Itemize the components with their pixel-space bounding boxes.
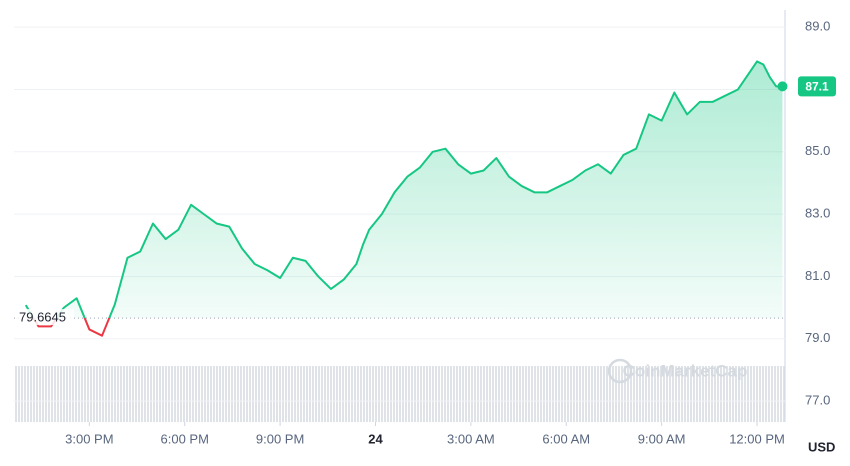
x-tick-label: 6:00 AM [542, 431, 590, 446]
y-tick-label: 77.0 [805, 393, 830, 408]
currency-label: USD [808, 439, 835, 454]
last-point [777, 81, 788, 92]
x-tick-label: 24 [368, 431, 383, 446]
x-tick-label: 3:00 AM [447, 431, 495, 446]
y-tick-label: 81.0 [805, 268, 830, 283]
price-tag [798, 76, 836, 97]
y-tick-label: 79.0 [805, 330, 830, 345]
y-tick-label: 83.0 [805, 206, 830, 221]
x-tick-label: 9:00 PM [256, 431, 304, 446]
baseline-label-bg [16, 309, 74, 326]
x-tick-label: 9:00 AM [638, 431, 686, 446]
baseline-label: 79.6645 [19, 310, 66, 325]
price-line [24, 60, 783, 337]
volume-band [14, 366, 785, 422]
y-tick-label: 89.0 [805, 19, 830, 34]
x-tick-label: 12:00 PM [729, 431, 785, 446]
x-tick-label: 3:00 PM [65, 431, 113, 446]
watermark: CoinMarketCap [623, 361, 748, 380]
area [25, 61, 783, 319]
watermark-logo [607, 358, 633, 384]
x-tick-label: 6:00 PM [161, 431, 209, 446]
y-tick-label: 85.0 [805, 143, 830, 158]
price-tag-label: 87.1 [805, 80, 829, 94]
